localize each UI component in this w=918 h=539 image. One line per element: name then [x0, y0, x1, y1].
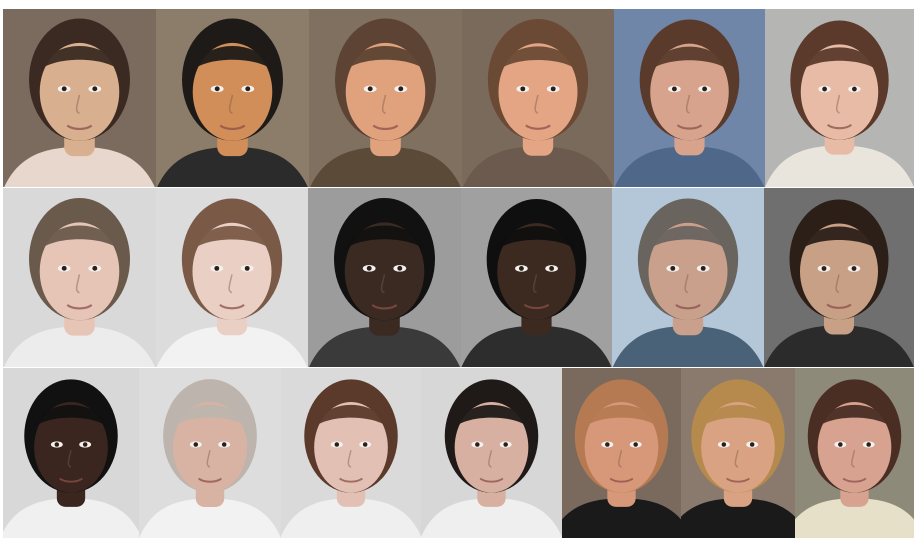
face-portrait-tile [795, 368, 914, 538]
male-portrait-icon [3, 188, 156, 367]
face-portrait-tile [156, 9, 309, 187]
face-mosaic [3, 9, 914, 538]
female-portrait-icon [3, 9, 156, 187]
male-portrait-icon [3, 368, 139, 538]
male-portrait-icon [421, 368, 562, 538]
face-portrait-tile [765, 9, 914, 187]
face-portrait-tile [681, 368, 795, 538]
male-portrait-icon [308, 188, 461, 367]
face-portrait-tile [3, 188, 156, 367]
face-portrait-tile [461, 188, 612, 367]
face-portrait-tile [139, 368, 281, 538]
face-portrait-tile [614, 9, 765, 187]
female-portrait-icon [795, 368, 914, 538]
face-portrait-tile [562, 368, 681, 538]
face-portrait-tile [612, 188, 764, 367]
female-portrait-icon [461, 188, 612, 367]
female-portrait-icon [765, 9, 914, 187]
male-portrait-icon [612, 188, 764, 367]
male-portrait-icon [764, 188, 914, 367]
face-row-3 [3, 368, 914, 538]
female-portrait-icon [156, 188, 308, 367]
male-portrait-icon [614, 9, 765, 187]
female-portrait-icon [462, 9, 614, 187]
male-portrait-icon [139, 368, 281, 538]
face-portrait-tile [421, 368, 562, 538]
face-portrait-tile [3, 9, 156, 187]
male-portrait-icon [156, 9, 309, 187]
face-row-2 [3, 188, 914, 367]
female-portrait-icon [681, 368, 795, 538]
face-portrait-tile [764, 188, 914, 367]
face-portrait-tile [3, 368, 139, 538]
face-portrait-tile [281, 368, 421, 538]
face-portrait-tile [309, 9, 462, 187]
male-portrait-icon [309, 9, 462, 187]
female-portrait-icon [562, 368, 681, 538]
face-portrait-tile [308, 188, 461, 367]
female-portrait-icon [281, 368, 421, 538]
face-portrait-tile [462, 9, 614, 187]
face-row-1 [3, 9, 914, 187]
face-portrait-tile [156, 188, 308, 367]
